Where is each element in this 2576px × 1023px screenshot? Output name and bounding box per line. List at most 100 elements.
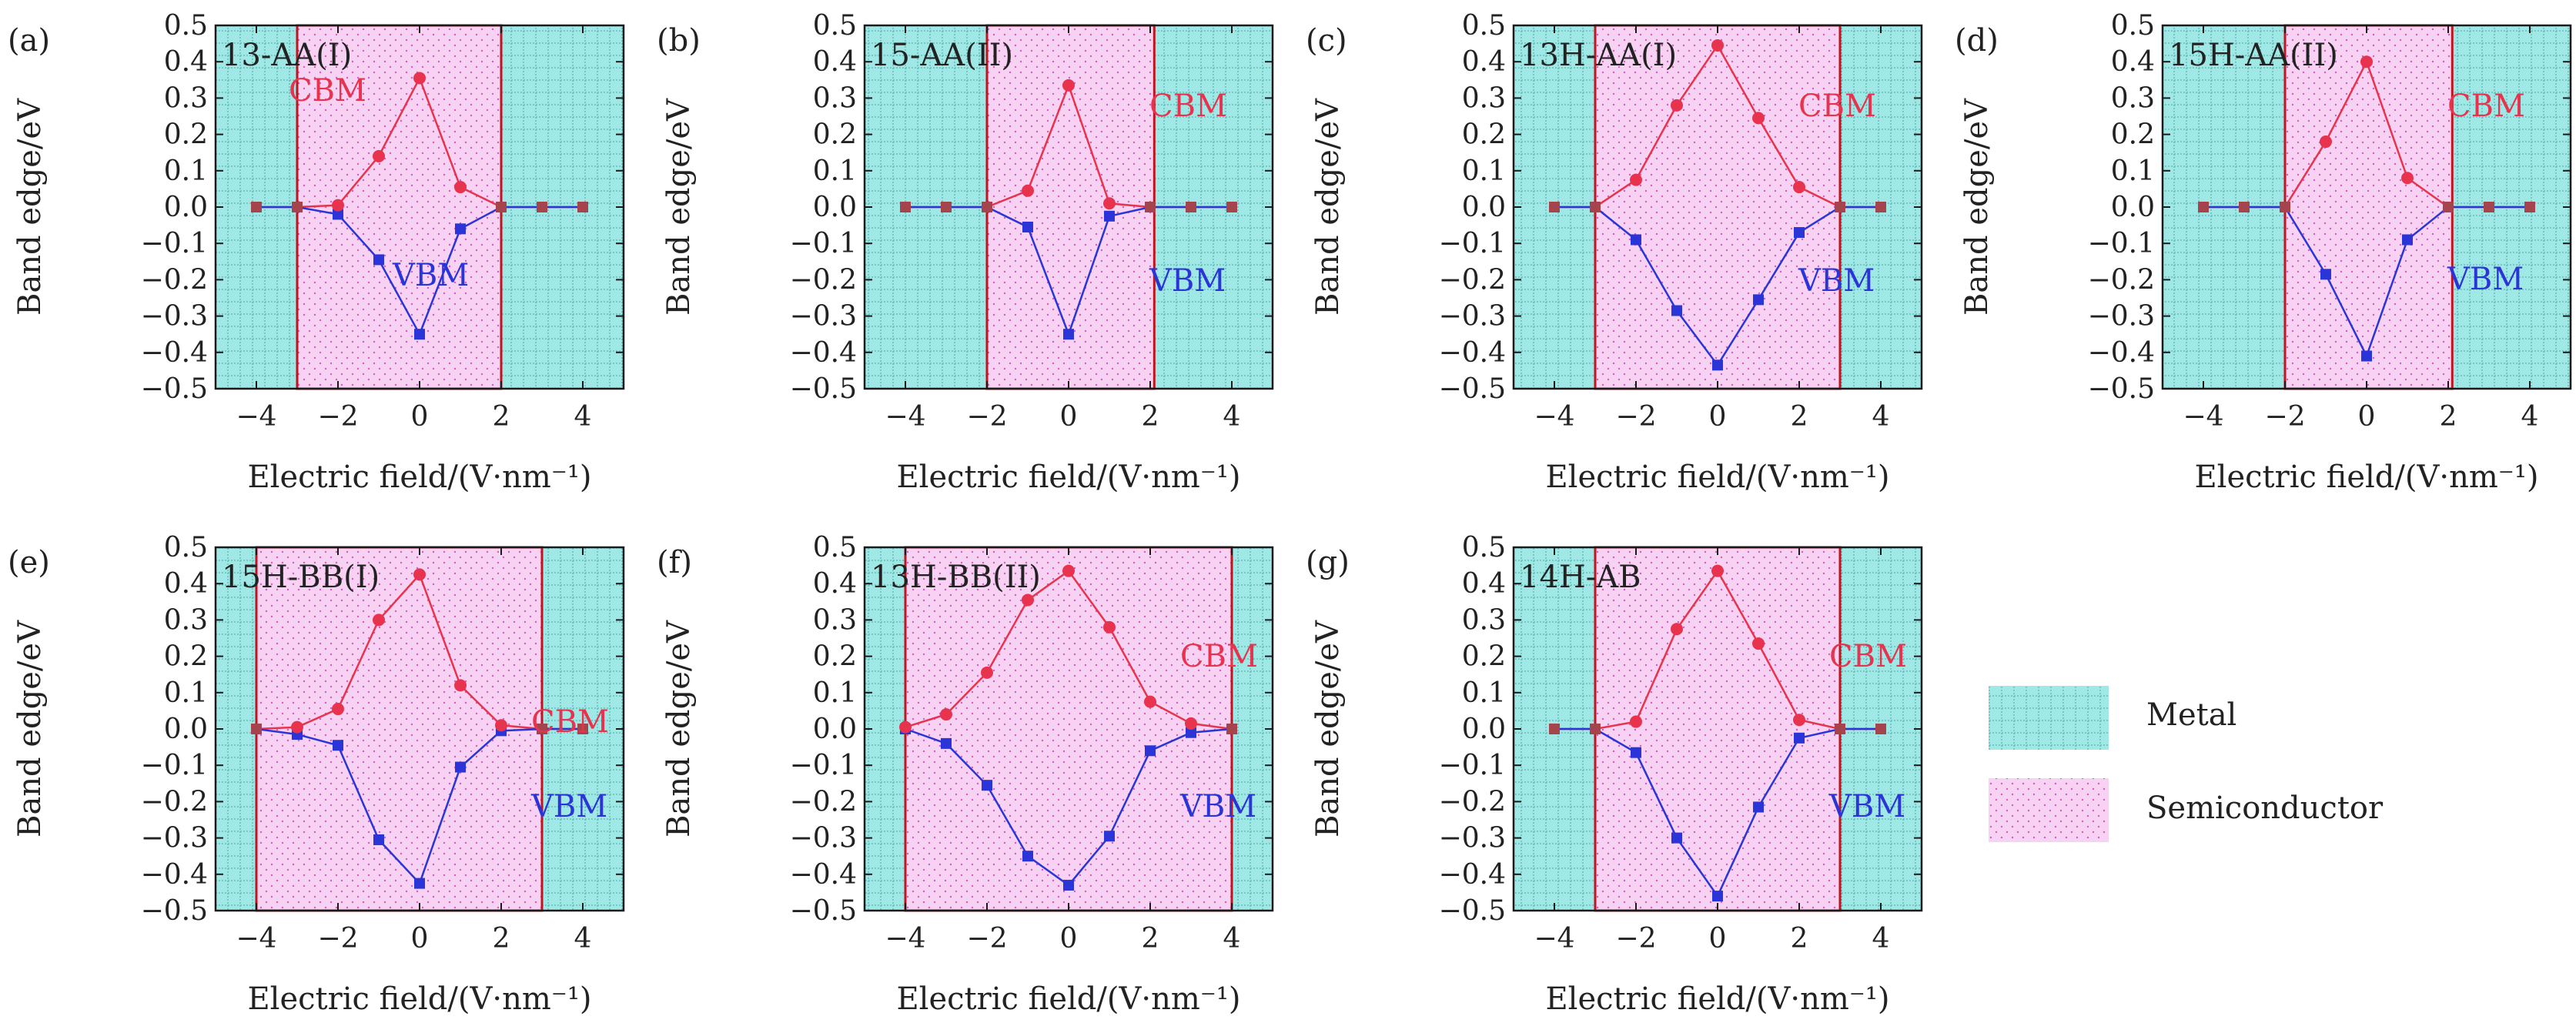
vbm-point — [455, 761, 466, 773]
vbm-label: VBM — [1798, 263, 1875, 299]
y-tick-label: −0.1 — [1439, 750, 1506, 781]
y-tick-label: −0.4 — [2088, 337, 2155, 369]
vbm-label: VBM — [392, 258, 469, 293]
vbm-label: VBM — [1179, 789, 1256, 824]
cbm-point — [2320, 135, 2332, 149]
metallic-point — [1145, 202, 1156, 212]
y-tick-label: 0.0 — [1462, 192, 1506, 223]
cbm-label: CBM — [1798, 89, 1876, 124]
chart-panel: −0.5 −0.4 −0.3 −0.2 −0.1 0.0 0.1 0.2 0.3 0.4 0.5 −4… — [1306, 10, 1923, 495]
cbm-point — [1062, 564, 1075, 577]
y-tick-label: 0.3 — [1462, 604, 1506, 636]
metallic-point — [1590, 202, 1601, 212]
y-tick-label: 0.1 — [164, 155, 208, 187]
metallic-point — [1226, 724, 1237, 734]
panel-name: 13-AA(I) — [222, 38, 352, 73]
y-tick-label: 0.1 — [164, 677, 208, 709]
legend-semiconductor-label: Semiconductor — [2146, 791, 2384, 826]
metallic-point — [2198, 202, 2209, 212]
vbm-point — [1753, 801, 1764, 813]
vbm-point — [1063, 329, 1074, 340]
x-tick-label: 2 — [493, 401, 510, 433]
y-tick-label: −0.2 — [790, 264, 857, 296]
metallic-point — [1226, 202, 1237, 212]
y-tick-label: −0.5 — [141, 373, 208, 405]
vbm-point — [1753, 294, 1764, 306]
metallic-point — [982, 202, 992, 212]
semiconductor-region — [1594, 24, 1842, 390]
x-tick-label: −2 — [317, 923, 358, 954]
y-tick-label: 0.3 — [1462, 82, 1506, 114]
cbm-label: CBM — [289, 73, 366, 109]
y-tick-label: 0.2 — [164, 119, 208, 151]
x-axis-label: Electric field/(V·nm⁻¹) — [247, 981, 591, 1017]
y-tick-label: −0.3 — [141, 301, 208, 333]
vbm-point — [1631, 234, 1641, 246]
chart-panel: −0.5 −0.4 −0.3 −0.2 −0.1 0.0 0.1 0.2 0.3 0.4 0.5 −4… — [1306, 532, 1923, 1017]
x-tick-label: 0 — [1060, 923, 1078, 954]
metallic-point — [2524, 202, 2535, 212]
x-axis-label: Electric field/(V·nm⁻¹) — [896, 460, 1240, 495]
cbm-point — [1630, 715, 1642, 728]
vbm-point — [941, 737, 952, 749]
x-tick-label: 4 — [2521, 401, 2539, 433]
x-tick-label: 4 — [574, 401, 592, 433]
cbm-point — [2401, 172, 2414, 185]
panel-letter: (b) — [657, 23, 701, 59]
x-tick-label: −2 — [317, 401, 358, 433]
cbm-point — [1022, 593, 1034, 607]
vbm-point — [1671, 832, 1682, 844]
y-tick-label: 0.3 — [2111, 82, 2155, 114]
y-tick-label: 0.1 — [2111, 155, 2155, 187]
x-tick-label: −2 — [1615, 923, 1656, 954]
cbm-point — [332, 703, 344, 716]
vbm-label: VBM — [2447, 262, 2524, 297]
metallic-point — [2239, 202, 2250, 212]
x-tick-label: −2 — [966, 401, 1007, 433]
y-tick-label: −0.5 — [790, 895, 857, 927]
x-tick-label: −2 — [2264, 401, 2305, 433]
panel-letter: (c) — [1306, 23, 1347, 59]
x-tick-label: 2 — [1142, 401, 1159, 433]
panel-letter: (d) — [1955, 23, 1999, 59]
cbm-label: CBM — [1149, 89, 1227, 124]
x-axis-label: Electric field/(V·nm⁻¹) — [247, 460, 591, 495]
vbm-point — [1022, 851, 1033, 862]
metallic-point — [1835, 202, 1845, 212]
metallic-point — [2484, 202, 2494, 212]
vbm-point — [333, 740, 343, 751]
panel-name: 15H-BB(I) — [222, 560, 380, 595]
x-tick-label: −4 — [885, 923, 925, 954]
semiconductor-region — [2283, 24, 2454, 390]
y-axis-label: Band edge/eV — [1959, 98, 1995, 316]
cbm-point — [899, 720, 912, 734]
chart-panel: −0.5 −0.4 −0.3 −0.2 −0.1 0.0 0.1 0.2 0.3 0.4 0.5 −4… — [657, 10, 1274, 495]
y-axis-label: Band edge/eV — [661, 98, 697, 316]
metallic-point — [2443, 202, 2454, 212]
cbm-point — [1103, 197, 1116, 210]
vbm-point — [1104, 831, 1115, 842]
x-tick-label: 2 — [493, 923, 510, 954]
vbm-point — [1063, 879, 1074, 891]
y-tick-label: −0.1 — [141, 228, 208, 259]
y-tick-label: 0.3 — [164, 82, 208, 114]
cbm-point — [495, 719, 507, 732]
x-tick-label: 2 — [1791, 923, 1808, 954]
cbm-point — [1671, 99, 1683, 112]
chart-panel: −0.5 −0.4 −0.3 −0.2 −0.1 0.0 0.1 0.2 0.3 0.4 0.5 −4… — [657, 532, 1274, 1017]
panel-letter: (a) — [8, 23, 50, 59]
vbm-point — [1712, 891, 1723, 902]
metallic-point — [577, 724, 588, 734]
metallic-point — [292, 202, 303, 212]
cbm-point — [454, 181, 467, 194]
y-tick-label: −0.5 — [1439, 895, 1506, 927]
semiconductor-region — [296, 24, 503, 390]
y-tick-label: 0.3 — [164, 604, 208, 636]
x-tick-label: 0 — [411, 923, 429, 954]
x-tick-label: 0 — [1709, 401, 1727, 433]
cbm-point — [1144, 695, 1156, 708]
y-tick-label: −0.5 — [2088, 373, 2155, 405]
y-tick-label: −0.5 — [790, 373, 857, 405]
vbm-label: VBM — [1149, 263, 1226, 299]
y-tick-label: 0.4 — [813, 46, 857, 78]
